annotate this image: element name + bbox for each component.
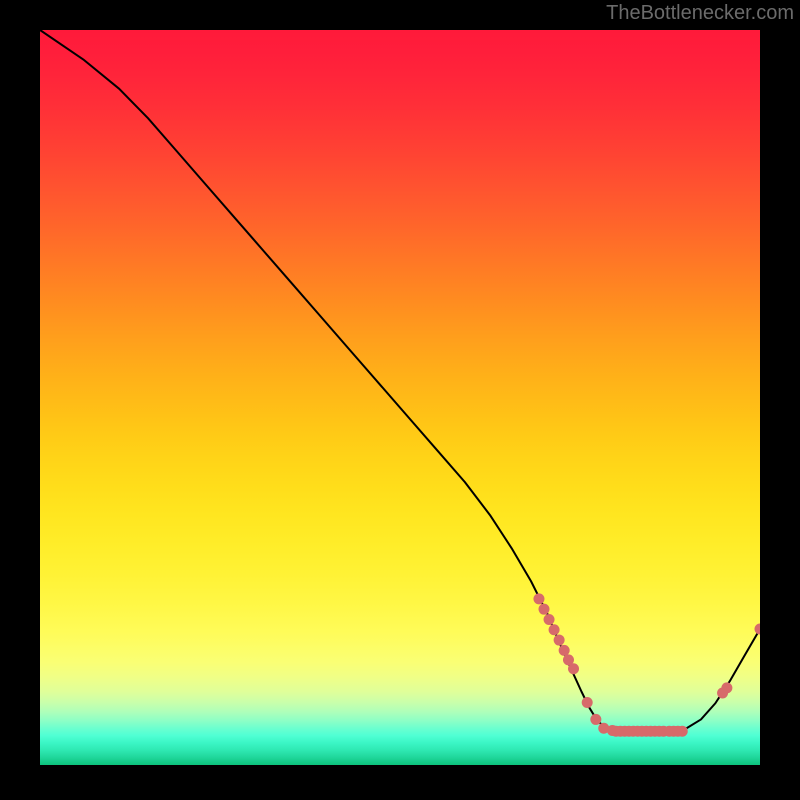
score-marker (568, 663, 579, 674)
score-markers (533, 593, 760, 736)
score-marker (590, 714, 601, 725)
score-marker (582, 697, 593, 708)
curve-layer (40, 30, 760, 765)
score-marker (559, 645, 570, 656)
chart-root: TheBottlenecker.com (0, 0, 800, 800)
score-marker (677, 726, 688, 737)
attribution-text: TheBottlenecker.com (606, 2, 794, 25)
bottleneck-curve (40, 30, 760, 731)
score-marker (533, 593, 544, 604)
score-marker (554, 635, 565, 646)
score-marker (549, 624, 560, 635)
score-marker (721, 682, 732, 693)
score-marker (539, 604, 550, 615)
score-marker (544, 614, 555, 625)
score-marker (755, 624, 761, 635)
